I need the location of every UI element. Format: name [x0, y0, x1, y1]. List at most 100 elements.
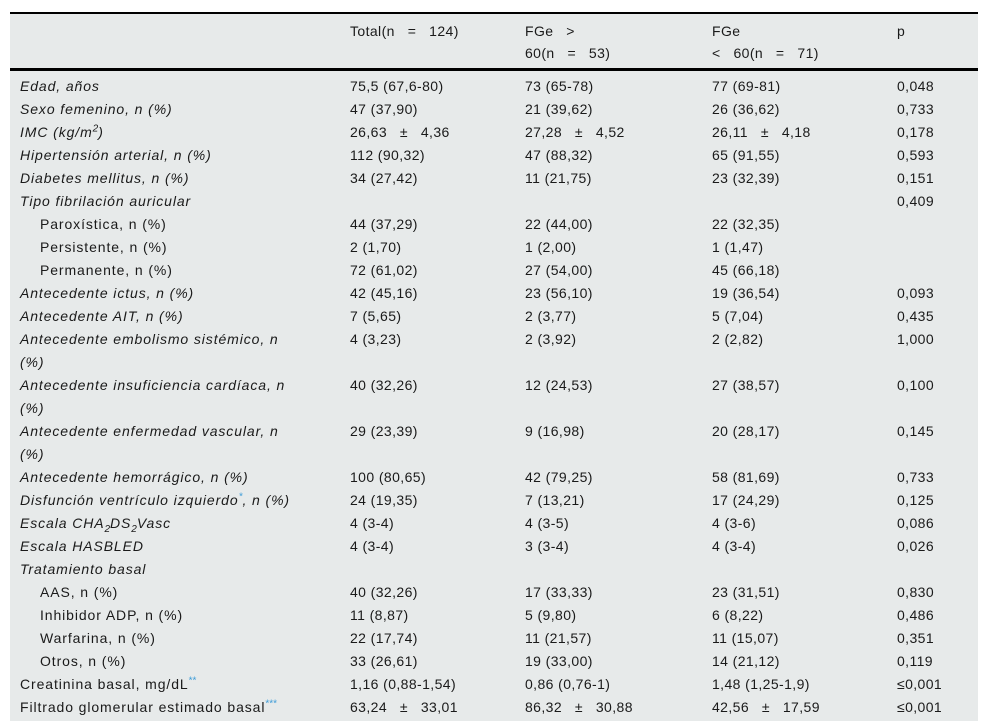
cell-p-value: 1,000 [897, 331, 935, 347]
header-total: Total(n = 124) [350, 13, 525, 71]
row-label: Warfarina, n (%) [40, 630, 156, 646]
cell-fge-gt-60: 47 (88,32) [525, 147, 593, 163]
cell-p-value: 0,086 [897, 515, 935, 531]
cell-total: 112 (90,32) [350, 147, 425, 163]
cell-fge-lt-60: 23 (32,39) [712, 170, 780, 186]
cell-fge-gt-60 [525, 558, 712, 581]
row-label: Antecedente enfermedad vascular, n (%) [20, 423, 279, 462]
row-paroxistica: Paroxística, n (%) 44 (37,29) 22 (44,00) 22… [10, 213, 978, 236]
cell-p-value: 0,830 [897, 584, 935, 600]
row-warfarina: Warfarina, n (%) 22 (17,74) 11 (21,57) 11 (… [10, 627, 978, 650]
cell-fge-lt-60: 4 (3-4) [712, 538, 757, 554]
row-label: Tratamiento basal [20, 561, 147, 577]
row-antecedente-embolismo-sistemico: Antecedente embolismo sistémico, n (%) 4 … [10, 328, 978, 374]
cell-p-value [897, 236, 978, 259]
row-escala-hasbled: Escala HASBLED 4 (3-4) 3 (3-4) 4 (3-4) 0,026 [10, 535, 978, 558]
row-label: Otros, n (%) [40, 653, 127, 669]
cell-fge-lt-60: 5 (7,04) [712, 308, 764, 324]
row-antecedente-ait: Antecedente AIT, n (%) 7 (5,65) 2 (3,77) 5 … [10, 305, 978, 328]
row-diabetes-mellitus: Diabetes mellitus, n (%) 34 (27,42) 11 (21… [10, 167, 978, 190]
cell-fge-gt-60: 27,28 ± 4,52 [525, 124, 625, 140]
cell-p-value: 0,125 [897, 492, 935, 508]
footnote-asterisk: ** [188, 675, 197, 687]
cell-total: 40 (32,26) [350, 377, 418, 393]
row-label: Permanente, n (%) [40, 262, 173, 278]
cell-fge-lt-60: 77 (69-81) [712, 78, 781, 94]
cell-total: 7 (5,65) [350, 308, 402, 324]
cell-fge-lt-60: 4 (3-6) [712, 515, 757, 531]
cell-p-value: 0,119 [897, 653, 933, 669]
footnote-asterisk: *** [265, 698, 278, 710]
cell-fge-gt-60: 11 (21,75) [525, 170, 592, 186]
cell-fge-gt-60: 0,86 (0,76-1) [525, 676, 611, 692]
cell-fge-gt-60: 2 (3,92) [525, 331, 577, 347]
cell-total: 22 (17,74) [350, 630, 418, 646]
cell-fge-gt-60: 2 (3,77) [525, 308, 577, 324]
row-label: Sexo femenino, n (%) [20, 101, 173, 117]
cell-fge-gt-60: 9 (16,98) [525, 423, 585, 439]
cell-fge-gt-60: 27 (54,00) [525, 262, 593, 278]
row-filtrado-glomerular: Filtrado glomerular estimado basal*** 63,… [10, 696, 978, 721]
cell-fge-lt-60: 14 (21,12) [712, 653, 780, 669]
cell-fge-lt-60: 1,48 (1,25-1,9) [712, 676, 810, 692]
footnote-asterisk: * [238, 491, 243, 503]
row-label: Antecedente ictus, n (%) [20, 285, 195, 301]
cell-p-value: 0,733 [897, 469, 935, 485]
cell-p-value: 0,435 [897, 308, 935, 324]
cell-p-value: 0,409 [897, 193, 935, 209]
cell-p-value: 0,145 [897, 423, 935, 439]
cell-p-value: 0,093 [897, 285, 935, 301]
cell-fge-gt-60: 11 (21,57) [525, 630, 592, 646]
cell-total: 4 (3-4) [350, 515, 395, 531]
cell-fge-gt-60: 17 (33,33) [525, 584, 593, 600]
cell-total: 42 (45,16) [350, 285, 418, 301]
row-otros: Otros, n (%) 33 (26,61) 19 (33,00) 14 (21,1… [10, 650, 978, 673]
cell-fge-lt-60: 26 (36,62) [712, 101, 780, 117]
row-sexo-femenino: Sexo femenino, n (%) 47 (37,90) 21 (39,62)… [10, 98, 978, 121]
cell-fge-lt-60: 23 (31,51) [712, 584, 780, 600]
row-label: Hipertensión arterial, n (%) [20, 147, 212, 163]
cell-p-value [897, 259, 978, 282]
row-label: Persistente, n (%) [40, 239, 168, 255]
row-aas: AAS, n (%) 40 (32,26) 17 (33,33) 23 (31,51)… [10, 581, 978, 604]
cell-total: 47 (37,90) [350, 101, 418, 117]
row-escala-cha2ds2vasc: Escala CHA2DS2Vasc 4 (3-4) 4 (3-5) 4 (3-6) 0… [10, 512, 978, 535]
cell-fge-lt-60: 19 (36,54) [712, 285, 780, 301]
row-label: Paroxística, n (%) [40, 216, 167, 232]
cell-fge-gt-60: 22 (44,00) [525, 216, 593, 232]
cell-fge-gt-60: 4 (3-5) [525, 515, 570, 531]
row-hipertension-arterial: Hipertensión arterial, n (%) 112 (90,32) 4… [10, 144, 978, 167]
row-permanente: Permanente, n (%) 72 (61,02) 27 (54,00) 45 … [10, 259, 978, 282]
cell-p-value: 0,151 [897, 170, 935, 186]
cell-p-value [897, 213, 978, 236]
cell-total: 4 (3,23) [350, 331, 402, 347]
cell-fge-gt-60: 23 (56,10) [525, 285, 593, 301]
cell-fge-lt-60: 22 (32,35) [712, 216, 780, 232]
cell-fge-gt-60: 73 (65-78) [525, 78, 594, 94]
cell-fge-lt-60: 20 (28,17) [712, 423, 780, 439]
cell-total: 24 (19,35) [350, 492, 418, 508]
header-p-value: p [897, 13, 978, 71]
cell-fge-gt-60: 5 (9,80) [525, 607, 577, 623]
cell-fge-lt-60: 6 (8,22) [712, 607, 764, 623]
header-row: Total(n = 124) FGe > 60(n = 53) FGe < 60… [10, 13, 978, 71]
row-label: AAS, n (%) [40, 584, 119, 600]
cell-p-value: ≤0,001 [897, 676, 943, 692]
cell-total: 63,24 ± 33,01 [350, 699, 458, 715]
cell-fge-lt-60: 65 (91,55) [712, 147, 780, 163]
cell-p-value: 0,351 [897, 630, 935, 646]
cell-fge-lt-60: 58 (81,69) [712, 469, 780, 485]
row-imc: IMC (kg/m2) 26,63 ± 4,36 27,28 ± 4,52 26,11… [10, 121, 978, 144]
cell-fge-lt-60: 45 (66,18) [712, 262, 780, 278]
table-body: Edad, años 75,5 (67,6-80) 73 (65-78) 77 (69… [10, 70, 978, 721]
row-label: IMC (kg/m2) [20, 123, 104, 140]
cell-fge-gt-60 [525, 190, 712, 213]
row-creatinina-basal: Creatinina basal, mg/dL** 1,16 (0,88-1,54… [10, 673, 978, 696]
cell-p-value [897, 558, 978, 581]
cell-total: 72 (61,02) [350, 262, 418, 278]
row-tipo-fibrilacion-auricular: Tipo fibrilación auricular 0,409 [10, 190, 978, 213]
cell-fge-gt-60: 12 (24,53) [525, 377, 593, 393]
row-label: Antecedente insuficiencia cardíaca, n (%… [20, 377, 286, 416]
cell-fge-lt-60: 11 (15,07) [712, 630, 779, 646]
row-disfuncion-ventriculo-izquierdo: Disfunción ventrículo izquierdo*, n (%) 2… [10, 489, 978, 512]
